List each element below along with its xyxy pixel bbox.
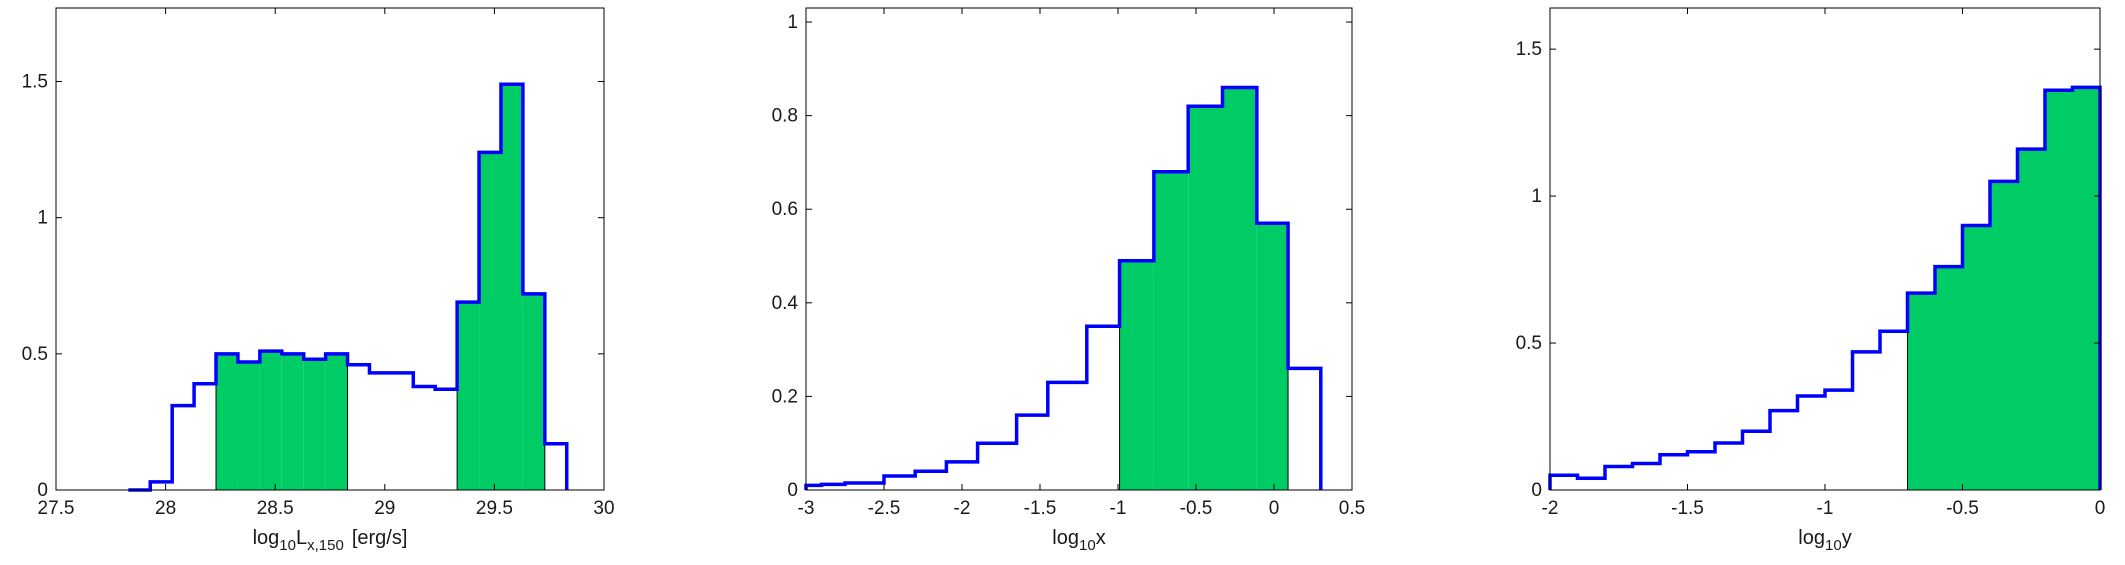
y-tick-label: 0.2: [772, 386, 798, 407]
x-axis-label: log10y: [1798, 527, 1851, 554]
x-axis-label-part: x,150: [307, 537, 344, 554]
x-tick-label: 0: [2095, 498, 2106, 519]
x-tick-label: 0.5: [1339, 498, 1365, 519]
axes-box: [805, 7, 1353, 491]
filled-bar: [216, 353, 238, 490]
filled-bar: [2072, 87, 2100, 490]
x-axis-label-part: x: [1096, 527, 1106, 549]
chart-2: -3 -2.5 -2 -1.5 -1 -0.5 0 0.5 0 0.2 0.4 0.6 0.8 1 log1…: [772, 7, 1365, 554]
x-tick-label: -0.5: [1180, 498, 1213, 519]
x-tick-label: 28: [155, 498, 176, 519]
filled-bar: [2045, 90, 2073, 490]
filled-bar: [237, 362, 260, 490]
filled-bar: [1256, 223, 1289, 490]
x-axis-label-part: 10: [1825, 537, 1842, 554]
y-tick-label: 0: [37, 480, 48, 501]
x-tick-label: -1: [1110, 498, 1127, 519]
y-tick-label: 1: [37, 208, 48, 229]
x-axis-label-part: 10: [279, 537, 296, 554]
x-tick-label: 28.5: [257, 498, 294, 519]
filled-bar: [1990, 181, 2018, 490]
filled-bar: [500, 84, 523, 490]
x-axis-label-part: log: [253, 527, 280, 549]
y-tick-label: 1.5: [1516, 39, 1542, 60]
filled-bar: [259, 351, 282, 490]
x-axis-label-part: L: [296, 527, 307, 549]
y-tick-label: 0.8: [772, 106, 798, 127]
x-tick-label: -1.5: [1024, 498, 1057, 519]
x-tick-label: 30: [593, 498, 614, 519]
x-tick-label: 29: [374, 498, 395, 519]
histogram-outline: [804, 85, 1323, 490]
filled-bar: [1907, 293, 1935, 490]
x-axis-label: log10x: [1052, 527, 1105, 554]
y-tick-label: 0.5: [1516, 333, 1542, 354]
chart-1: 27.5 28 28.5 29 29.5 30 0 0.5 1 1.5 log10Lx,150 [er…: [22, 7, 615, 554]
filled-bar: [281, 353, 304, 490]
y-tick-label: 0: [1531, 480, 1542, 501]
x-axis-label-part: y: [1842, 527, 1852, 549]
filled-bar: [2017, 149, 2045, 490]
filled-bar: [1935, 266, 1963, 490]
filled-bar: [325, 353, 348, 490]
y-tick-label: 1: [787, 12, 798, 33]
axes-box: [55, 7, 605, 491]
x-axis-label-part: log: [1798, 527, 1825, 549]
filled-bar: [303, 359, 326, 490]
filled-bar: [457, 302, 480, 490]
histogram-outline: [128, 82, 569, 492]
chart-3: -2 -1.5 -1 -0.5 0 0 0.5 1 1.5 log10y: [1516, 7, 2106, 554]
x-tick-label: -1: [1817, 498, 1834, 519]
x-tick-label: -0.5: [1946, 498, 1979, 519]
x-tick-label: -2: [1542, 498, 1559, 519]
filled-bar: [1119, 260, 1154, 490]
x-tick-label: -3: [798, 498, 815, 519]
filled-bar: [1962, 225, 1990, 491]
filled-bar: [522, 293, 545, 490]
x-tick-label: -1.5: [1671, 498, 1704, 519]
histogram-outline: [1548, 85, 2102, 490]
x-axis-label: log10Lx,150 [erg/s]: [253, 527, 408, 554]
x-tick-label: 29.5: [476, 498, 513, 519]
y-tick-label: 0: [787, 480, 798, 501]
x-axis-label-part: 10: [1079, 537, 1096, 554]
y-tick-label: 1.5: [22, 72, 48, 93]
y-tick-label: 0.6: [772, 199, 798, 220]
filled-bar: [1188, 106, 1223, 490]
x-tick-label: -2.5: [868, 498, 901, 519]
y-tick-label: 0.5: [22, 344, 48, 365]
filled-bar: [479, 152, 501, 490]
x-tick-label: 0: [1269, 498, 1280, 519]
filled-bar: [1222, 87, 1257, 490]
x-tick-label: 27.5: [38, 498, 75, 519]
y-tick-label: 0.4: [772, 293, 799, 314]
x-axis-label-part: [erg/s]: [352, 527, 408, 549]
x-tick-label: -2: [954, 498, 971, 519]
x-axis-label-part: log: [1052, 527, 1079, 549]
filled-bar: [1153, 171, 1189, 490]
y-tick-label: 1: [1531, 186, 1542, 207]
